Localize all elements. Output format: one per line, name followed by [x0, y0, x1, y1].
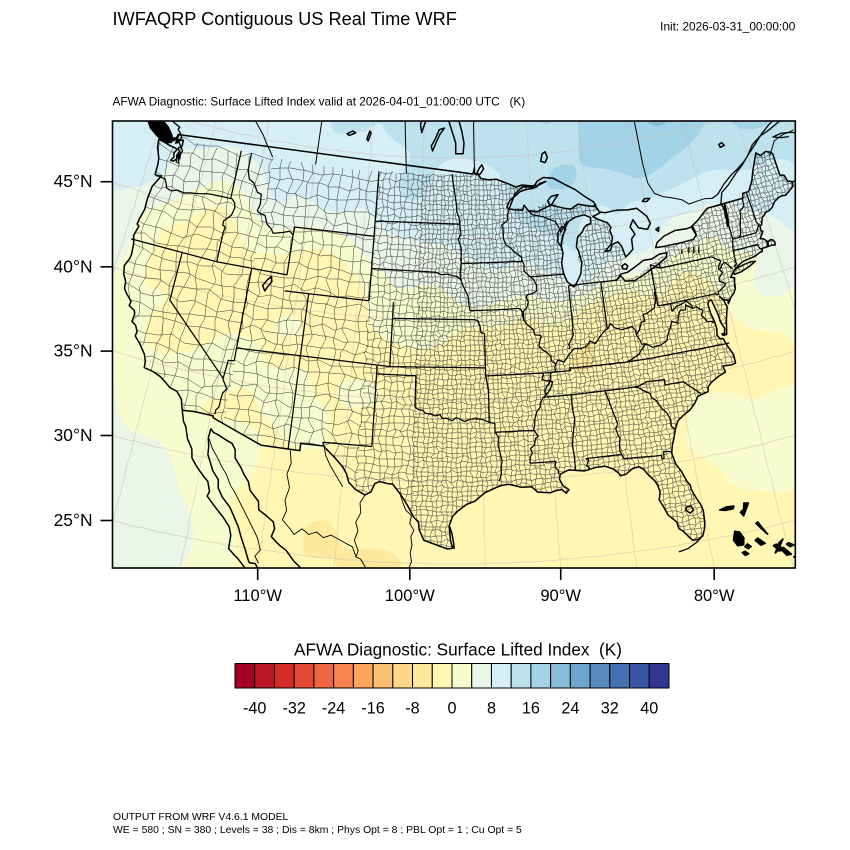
svg-text:32: 32: [601, 700, 619, 718]
svg-text:35°N: 35°N: [54, 341, 93, 361]
svg-text:45°N: 45°N: [54, 171, 93, 191]
svg-text:-32: -32: [282, 700, 305, 718]
svg-text:0: 0: [447, 700, 456, 718]
svg-text:25°N: 25°N: [54, 510, 93, 530]
svg-text:100°W: 100°W: [385, 586, 435, 605]
svg-text:Init: 2026-03-31_00:00:00: Init: 2026-03-31_00:00:00: [660, 20, 796, 34]
svg-text:IWFAQRP Contiguous US Real Tim: IWFAQRP Contiguous US Real Time WRF: [113, 9, 457, 29]
svg-text:-24: -24: [322, 700, 345, 718]
svg-text:AFWA Diagnostic: Surface Lifte: AFWA Diagnostic: Surface Lifted Index (K…: [294, 640, 622, 660]
svg-text:80°W: 80°W: [694, 586, 735, 605]
svg-text:110°W: 110°W: [233, 586, 282, 605]
svg-text:-8: -8: [405, 700, 419, 718]
svg-text:-16: -16: [361, 700, 384, 718]
svg-text:-40: -40: [243, 700, 266, 718]
svg-text:16: 16: [522, 700, 540, 718]
svg-text:WE = 580 ; SN = 380 ; Levels =: WE = 580 ; SN = 380 ; Levels = 38 ; Dis …: [113, 825, 522, 836]
svg-text:AFWA Diagnostic: Surface Lifte: AFWA Diagnostic: Surface Lifted Index va…: [113, 95, 526, 109]
svg-text:30°N: 30°N: [54, 425, 93, 445]
svg-text:40°N: 40°N: [54, 256, 93, 276]
svg-text:24: 24: [561, 700, 579, 718]
svg-text:90°W: 90°W: [540, 586, 581, 605]
svg-text:OUTPUT FROM WRF V4.6.1 MODEL: OUTPUT FROM WRF V4.6.1 MODEL: [113, 812, 289, 823]
svg-text:8: 8: [487, 700, 496, 718]
svg-text:40: 40: [640, 700, 658, 718]
